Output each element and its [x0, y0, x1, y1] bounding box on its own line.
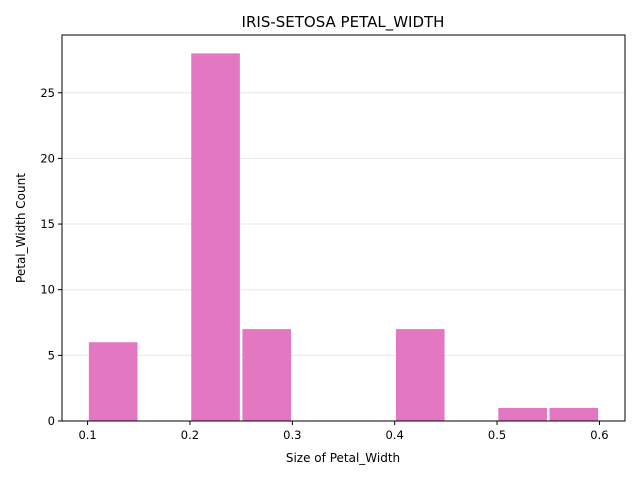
- y-tick-label: 15: [40, 217, 55, 231]
- histogram-bar: [498, 407, 547, 421]
- histogram-bar: [191, 53, 240, 421]
- y-axis-label: Petal_Width Count: [14, 173, 28, 283]
- x-axis-label: Size of Petal_Width: [286, 451, 400, 465]
- histogram-bar: [88, 342, 138, 421]
- histogram-bar: [395, 329, 445, 421]
- plot-frame: [61, 34, 626, 422]
- y-axis-ticks: 0 5 10 15 20 25: [40, 86, 62, 428]
- x-tick-label: 0.2: [181, 428, 199, 442]
- x-tick-label: 0.1: [78, 428, 96, 442]
- grid-lines: [62, 92, 625, 356]
- x-tick-label: 0.4: [386, 428, 404, 442]
- histogram-bar: [549, 407, 599, 421]
- histogram-bar: [242, 329, 292, 421]
- x-tick-label: 0.3: [283, 428, 301, 442]
- x-tick-label: 0.5: [488, 428, 506, 442]
- y-tick-label: 25: [40, 86, 55, 100]
- x-axis-ticks: 0.1 0.2 0.3 0.4 0.5 0.6: [78, 421, 609, 442]
- y-tick-label: 10: [40, 283, 55, 297]
- y-tick-label: 0: [48, 414, 55, 428]
- y-tick-label: 20: [40, 151, 55, 165]
- x-tick-label: 0.6: [590, 428, 608, 442]
- y-tick-label: 5: [48, 348, 55, 362]
- chart-title: IRIS-SETOSA PETAL_WIDTH: [242, 13, 445, 32]
- bars: [88, 53, 599, 421]
